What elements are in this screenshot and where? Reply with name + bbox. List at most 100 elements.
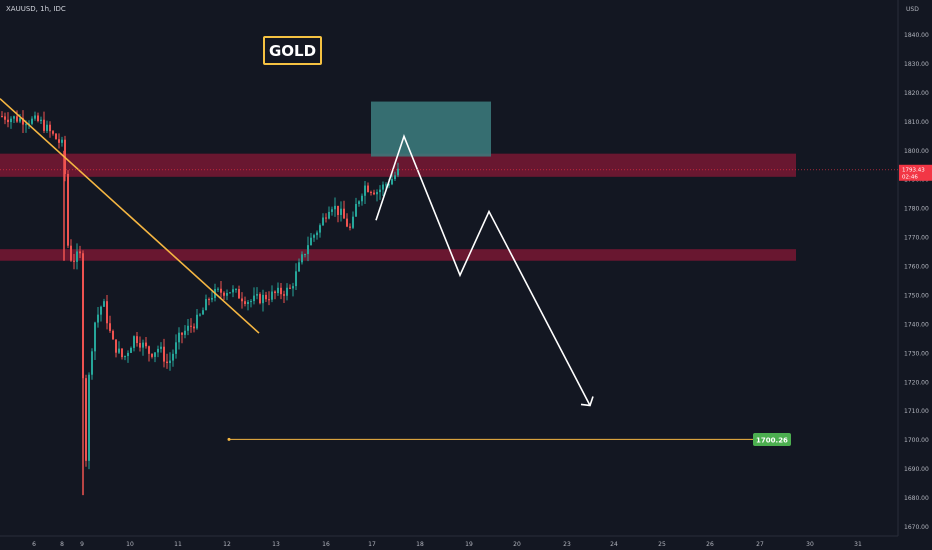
y-tick-label: 1760.00 <box>904 264 929 271</box>
candle-body <box>382 184 384 190</box>
candle-body <box>397 168 399 176</box>
candle-body <box>331 209 333 212</box>
candle-body <box>139 343 141 348</box>
candle-body <box>364 185 366 196</box>
candle-body <box>298 262 300 272</box>
candle-body <box>277 287 279 294</box>
x-tick-label: 30 <box>806 541 814 548</box>
y-tick-label: 1820.00 <box>904 90 929 97</box>
candle-body <box>130 347 132 353</box>
x-tick-label: 20 <box>513 541 521 548</box>
last-price-tag: 1793.43 02:46 <box>899 164 932 181</box>
candle-body <box>328 211 330 219</box>
symbol-header: XAUUSD, 1h, IDC <box>6 5 66 13</box>
candle-body <box>262 294 264 304</box>
title-badge: GOLD <box>263 36 322 65</box>
x-tick-label: 16 <box>322 541 330 548</box>
y-tick-label: 1700.00 <box>904 437 929 444</box>
candle-body <box>115 339 117 353</box>
candle-body <box>7 119 9 123</box>
candle-body <box>247 301 249 304</box>
candle-body <box>337 205 339 215</box>
x-tick-label: 17 <box>368 541 376 548</box>
candle-body <box>208 299 210 301</box>
candle-body <box>43 119 45 131</box>
candle-body <box>175 342 177 354</box>
candle-body <box>295 271 297 287</box>
x-tick-label: 19 <box>465 541 473 548</box>
candle-body <box>40 119 42 121</box>
x-tick-label: 18 <box>416 541 424 548</box>
candles <box>1 110 399 496</box>
y-tick-label: 1710.00 <box>904 408 929 415</box>
x-tick-label: 31 <box>854 541 862 548</box>
candle-body <box>19 118 21 122</box>
candle-body <box>70 245 72 261</box>
candle-body <box>346 218 348 227</box>
candle-body <box>241 298 243 302</box>
candle-body <box>190 325 192 327</box>
candle-body <box>202 310 204 315</box>
candle-body <box>178 332 180 343</box>
candle-body <box>358 201 360 204</box>
y-tick-label: 1780.00 <box>904 206 929 213</box>
candle-body <box>22 118 24 125</box>
candle-body <box>223 292 225 296</box>
candle-body <box>142 342 144 348</box>
candle-body <box>274 291 276 294</box>
y-tick-label: 1740.00 <box>904 321 929 328</box>
candle-body <box>16 116 18 122</box>
candle-body <box>145 342 147 347</box>
candle-body <box>103 301 105 307</box>
candle-body <box>325 217 327 219</box>
resistance-zone[interactable] <box>0 249 796 261</box>
candle-body <box>307 245 309 255</box>
candle-body <box>388 184 390 186</box>
target-box[interactable] <box>371 101 491 157</box>
candle-body <box>52 131 54 134</box>
candle-body <box>304 254 306 256</box>
candle-body <box>118 348 120 353</box>
candle-body <box>205 299 207 311</box>
candle-body <box>334 205 336 210</box>
candle-body <box>88 374 90 461</box>
candle-body <box>76 251 78 262</box>
projection-path[interactable] <box>375 133 591 406</box>
x-tick-label: 12 <box>223 541 231 548</box>
candle-body <box>94 322 96 352</box>
x-tick-label: 6 <box>32 541 36 548</box>
x-tick-label: 9 <box>80 541 84 548</box>
candle-body <box>232 289 234 293</box>
trendline[interactable] <box>0 98 260 334</box>
time-axis[interactable]: 6 8 9 10 11 12 13 16 17 18 19 20 23 24 25 26 27 30 31 <box>32 541 862 548</box>
candle-body <box>169 360 171 364</box>
candle-body <box>124 356 126 358</box>
candle-body <box>181 332 183 335</box>
x-tick-label: 23 <box>563 541 571 548</box>
candle-body <box>37 115 39 121</box>
y-tick-label: 1840.00 <box>904 32 929 39</box>
target-price-label[interactable]: 1700.26 <box>753 433 791 446</box>
candle-body <box>184 330 186 335</box>
candle-body <box>220 288 222 293</box>
price-axis[interactable]: 1840.001830.001820.001810.001800.001790.… <box>904 32 929 531</box>
candle-body <box>109 323 111 331</box>
candle-body <box>301 254 303 263</box>
candle-body <box>238 289 240 299</box>
candle-body <box>379 189 381 193</box>
candle-body <box>85 378 87 461</box>
candle-body <box>322 217 324 226</box>
y-tick-label: 1670.00 <box>904 524 929 531</box>
candle-body <box>370 191 372 193</box>
projection-arrowhead <box>580 396 594 407</box>
candle-body <box>127 352 129 357</box>
candle-body <box>148 346 150 354</box>
candle-body <box>394 175 396 180</box>
candle-body <box>4 116 6 120</box>
candle-body <box>256 294 258 296</box>
x-tick-label: 24 <box>610 541 618 548</box>
candle-body <box>199 314 201 316</box>
candle-body <box>25 124 27 126</box>
candle-body <box>352 216 354 228</box>
